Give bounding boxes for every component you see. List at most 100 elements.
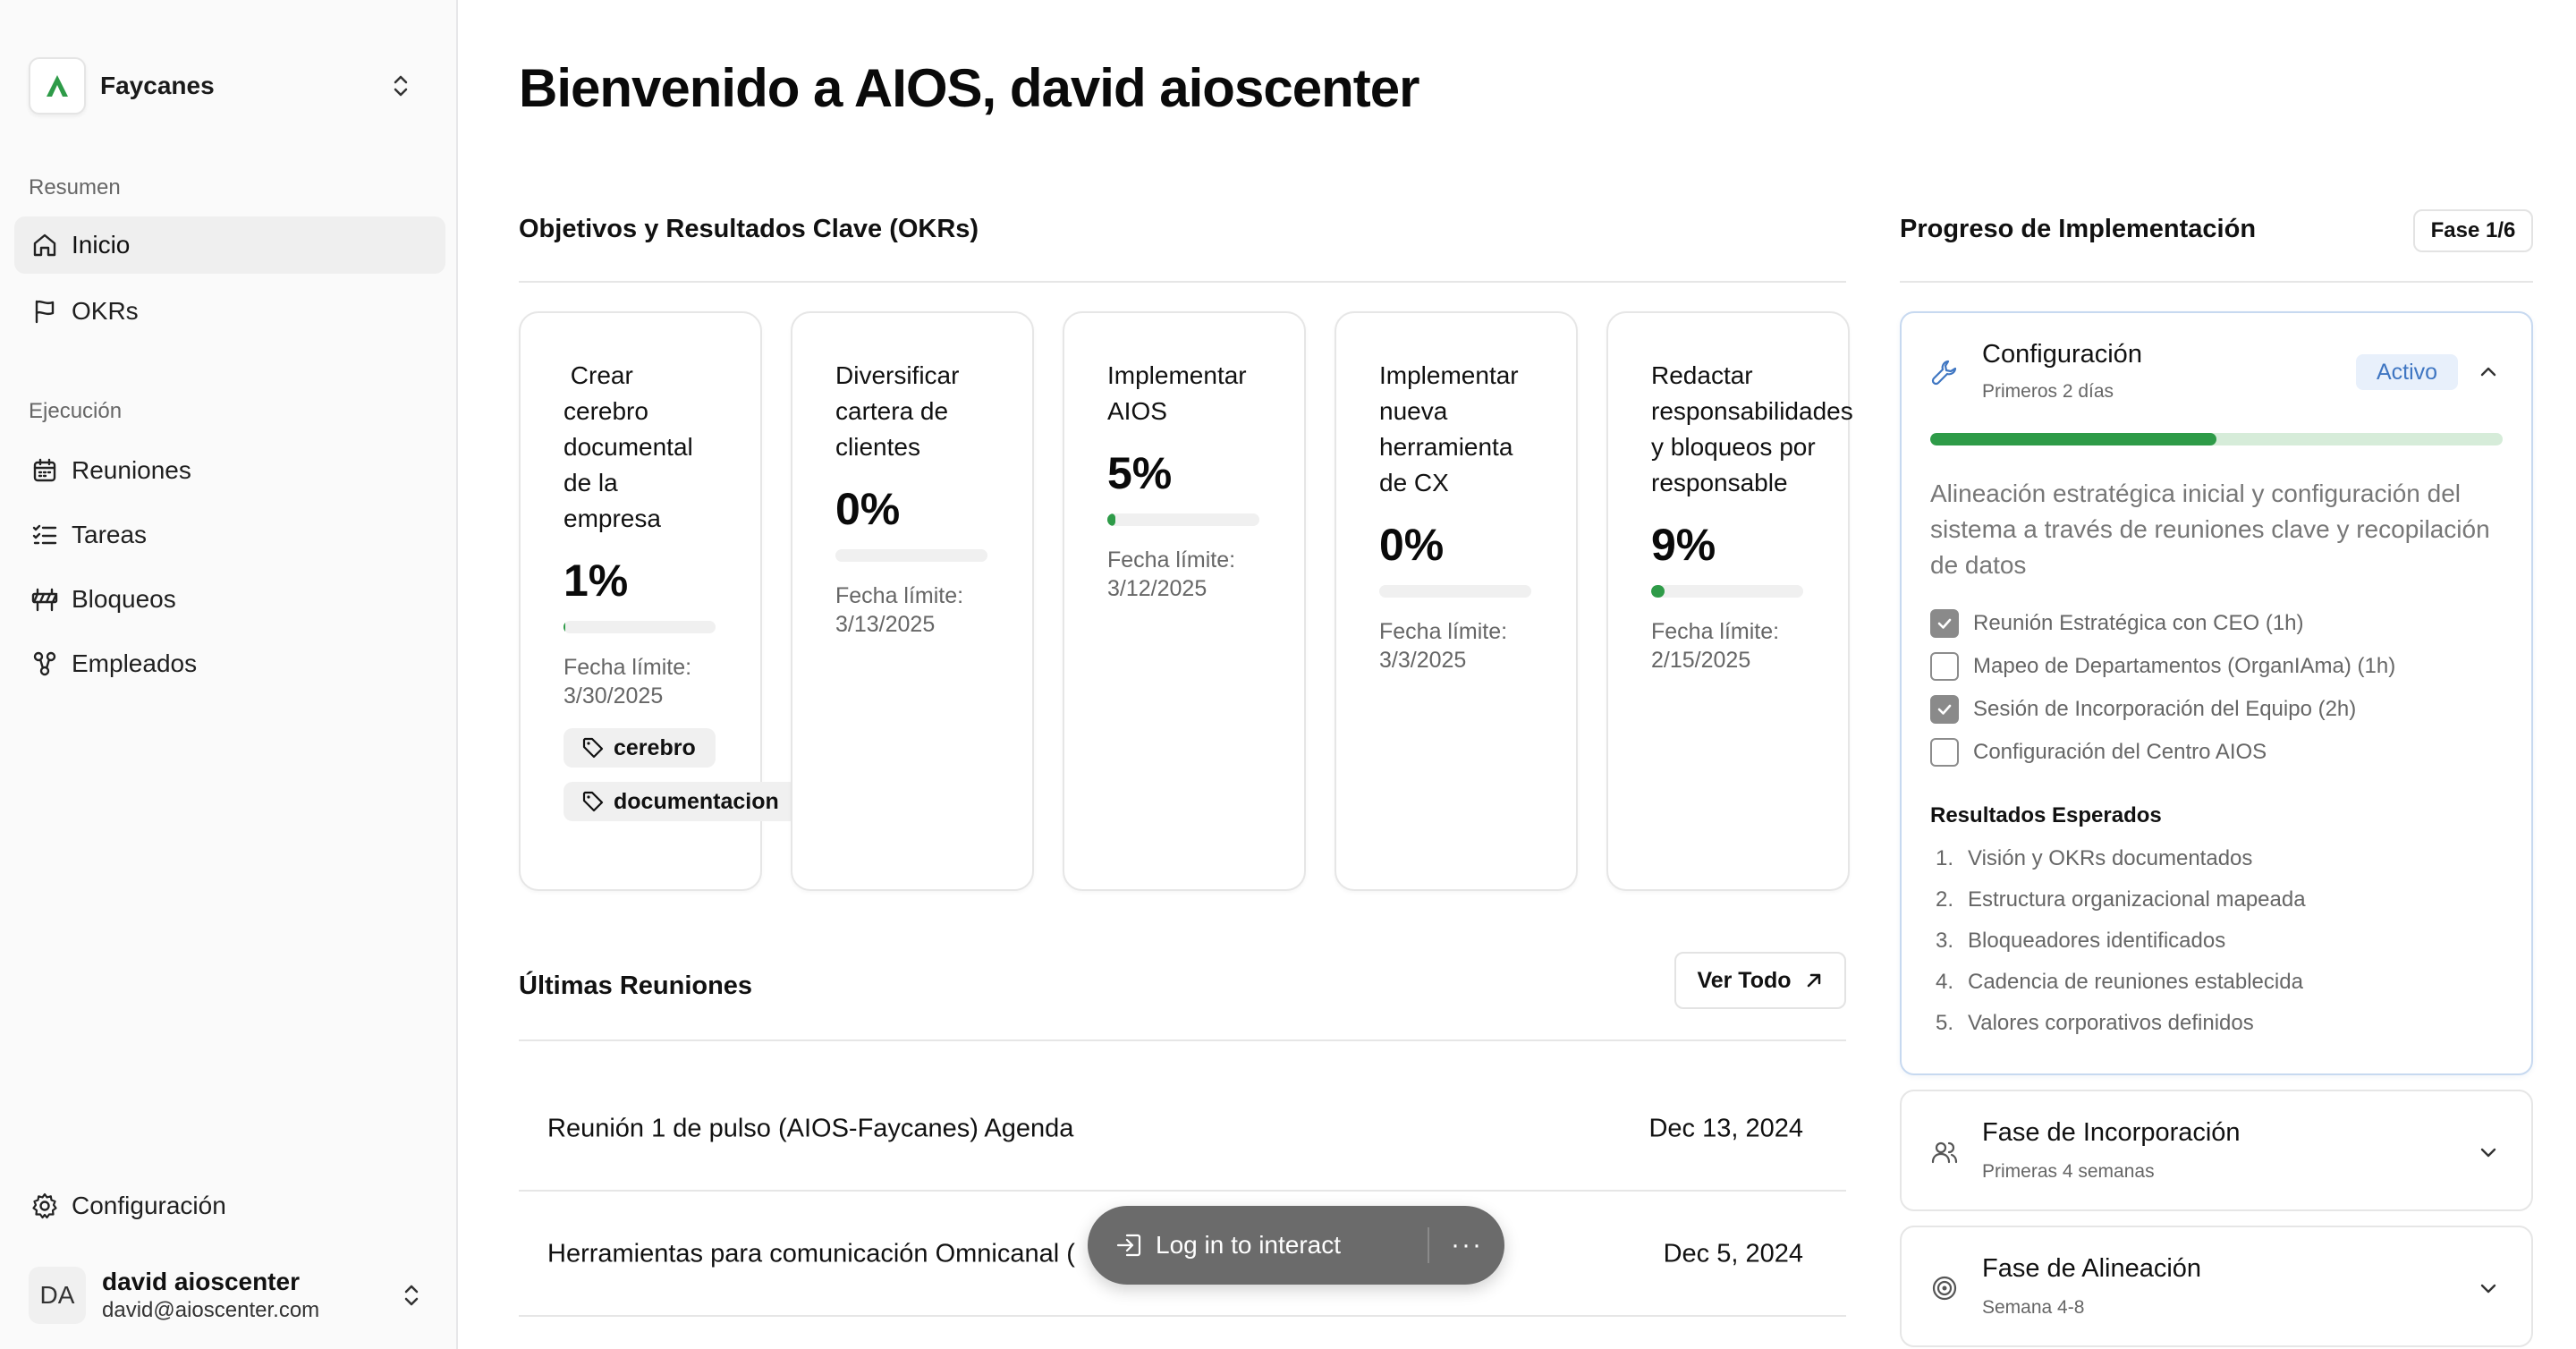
okr-deadline: Fecha límite: 2/15/2025 [1651, 619, 1780, 673]
sidebar-item-bloqueos[interactable]: Bloqueos [14, 571, 445, 628]
sidebar-item-label: OKRs [72, 297, 139, 325]
implementation-divider [1900, 281, 2533, 283]
chevron-up-down-icon [394, 75, 408, 97]
home-icon [33, 233, 56, 257]
okr-title: Diversificar cartera de clientes [835, 361, 960, 461]
view-all-button[interactable]: Ver Todo [1674, 952, 1846, 1009]
task-item[interactable]: Mapeo de Departamentos (OrganIAma) (1h) [1930, 651, 2395, 682]
task-label: Configuración del Centro AIOS [1973, 740, 2267, 764]
phase-name: Configuración [1982, 340, 2142, 369]
chevron-up-down-icon [404, 1285, 419, 1306]
login-label: Log in to interact [1156, 1231, 1342, 1259]
result-item: 3. Bloqueadores identificados [1936, 929, 2226, 953]
sidebar-item-label: Bloqueos [72, 585, 176, 613]
okr-deadline: Fecha límite: 3/3/2025 [1379, 619, 1508, 673]
sidebar-item-inicio[interactable]: Inicio [14, 216, 445, 274]
target-icon [1932, 1276, 1957, 1301]
workspace-logo [29, 57, 86, 115]
okr-progress-bar [835, 549, 987, 562]
chevron-down-icon[interactable] [2476, 1140, 2501, 1165]
task-item[interactable]: Reunión Estratégica con CEO (1h) [1930, 608, 2304, 639]
okr-progress-bar [1651, 585, 1803, 598]
okr-deadline: Fecha límite: 3/13/2025 [835, 583, 964, 637]
phase-subtitle: Primeras 4 semanas [1982, 1161, 2155, 1182]
okr-title: Implementar AIOS [1107, 361, 1247, 425]
login-icon [1116, 1234, 1141, 1257]
sidebar-item-empleados[interactable]: Empleados [14, 635, 445, 692]
meeting-date: Dec 13, 2024 [1648, 1114, 1803, 1143]
okr-card[interactable]: Implementar AIOS 5% Fecha límite: 3/12/2… [1063, 311, 1306, 891]
tag-icon [582, 737, 604, 759]
okr-title: Crear cerebro documental de la empresa [564, 361, 700, 532]
okr-progress-fill [1107, 513, 1115, 526]
phase-card-configuracion[interactable]: Configuración Primeros 2 días [1900, 311, 2533, 1075]
tag-label: cerebro [614, 734, 696, 760]
sidebar-item-reuniones[interactable]: Reuniones [14, 442, 445, 499]
toast-separator [1428, 1227, 1429, 1263]
okr-card[interactable]: Crear cerebro documental de la empresa 1… [519, 311, 799, 891]
login-button[interactable]: Log in to interact [1088, 1206, 1428, 1285]
meetings-section-title: Últimas Reuniones [519, 971, 753, 1000]
okr-percent: 5% [1107, 448, 1173, 498]
meeting-title: Herramientas para comunicación Omnicanal… [547, 1239, 1075, 1268]
aios-logo-icon [47, 75, 68, 97]
tag-documentacion[interactable]: documentacion [564, 782, 799, 821]
meeting-row[interactable]: Reunión 1 de pulso (AIOS-Faycanes) Agend… [519, 1068, 1846, 1192]
sidebar-item-label: Inicio [72, 231, 131, 259]
task-label: Mapeo de Departamentos (OrganIAma) (1h) [1973, 654, 2396, 678]
okr-progress-bar [564, 621, 716, 633]
task-checkbox[interactable] [1930, 652, 1959, 681]
result-item: 4. Cadencia de reuniones establecida [1936, 970, 2303, 994]
okr-card[interactable]: Diversificar cartera de clientes 0% Fech… [791, 311, 1034, 891]
phase-progress-fill [1930, 433, 2216, 445]
more-options-button[interactable]: ··· [1451, 1230, 1483, 1260]
task-label: Reunión Estratégica con CEO (1h) [1973, 611, 2304, 635]
user-menu[interactable]: DA david aioscenter david@aioscenter.com [29, 1263, 440, 1328]
tag-icon [582, 791, 604, 812]
phase-name: Fase de Alineación [1982, 1254, 2202, 1283]
phase-description: Alineación estratégica inicial y configu… [1930, 479, 2490, 579]
chevron-up-icon[interactable] [2476, 360, 2501, 385]
user-email: david@aioscenter.com [102, 1298, 320, 1322]
user-name: david aioscenter [102, 1268, 300, 1295]
arrow-up-right-icon [1807, 973, 1820, 988]
tag-cerebro[interactable]: cerebro [564, 728, 716, 768]
sidebar-item-label: Tareas [72, 521, 148, 548]
task-label: Sesión de Incorporación del Equipo (2h) [1973, 697, 2357, 721]
org-chart-icon [33, 651, 56, 676]
result-item: 1. Visión y OKRs documentados [1936, 846, 2253, 870]
sidebar-item-tareas[interactable]: Tareas [14, 506, 445, 564]
okr-deadline: Fecha límite: 3/30/2025 [564, 655, 692, 708]
okr-deadline: Fecha límite: 3/12/2025 [1107, 547, 1236, 601]
phase-card-alineacion[interactable]: Fase de Alineación Semana 4-8 [1900, 1226, 2533, 1347]
task-item[interactable]: Sesión de Incorporación del Equipo (2h) [1930, 694, 2356, 725]
wrench-icon [1931, 360, 1957, 386]
task-item[interactable]: Configuración del Centro AIOS [1930, 737, 2267, 768]
nav-section-ejecucion: Ejecución [29, 399, 123, 423]
task-checkbox[interactable] [1930, 609, 1959, 638]
workspace-name: Faycanes [100, 72, 215, 99]
okr-percent: 9% [1651, 520, 1716, 570]
phase-card-incorporacion[interactable]: Fase de Incorporación Primeras 4 semanas [1900, 1090, 2533, 1211]
chevron-down-icon[interactable] [2476, 1276, 2501, 1301]
sidebar-item-label: Configuración [72, 1192, 226, 1219]
phase-badge: Fase 1/6 [2413, 209, 2533, 252]
task-checkbox[interactable] [1930, 695, 1959, 724]
status-badge: Activo [2356, 354, 2458, 390]
sidebar: Faycanes Resumen Inicio OKRs Ejecución R… [0, 0, 458, 1349]
check-icon [1937, 704, 1952, 715]
okr-card[interactable]: Redactar responsabilidades y bloqueos po… [1606, 311, 1853, 891]
okr-card[interactable]: Implementar nueva herramienta de CX 0% F… [1335, 311, 1578, 891]
okr-progress-fill [564, 621, 565, 633]
okrs-section-title: Objetivos y Resultados Clave (OKRs) [519, 215, 979, 243]
results-title: Resultados Esperados [1930, 803, 2162, 827]
workspace-switcher[interactable]: Faycanes [29, 55, 431, 116]
phase-progress-bar [1930, 433, 2503, 445]
login-toast: Log in to interact ··· [1088, 1206, 1504, 1285]
meeting-title: Reunión 1 de pulso (AIOS-Faycanes) Agend… [547, 1114, 1074, 1143]
sidebar-item-okrs[interactable]: OKRs [14, 283, 445, 340]
sidebar-item-configuracion[interactable]: Configuración [14, 1177, 445, 1234]
okr-progress-bar [1379, 585, 1531, 598]
task-checkbox[interactable] [1930, 738, 1959, 767]
meeting-row[interactable]: Herramientas para comunicación Omnicanal… [519, 1193, 1846, 1317]
